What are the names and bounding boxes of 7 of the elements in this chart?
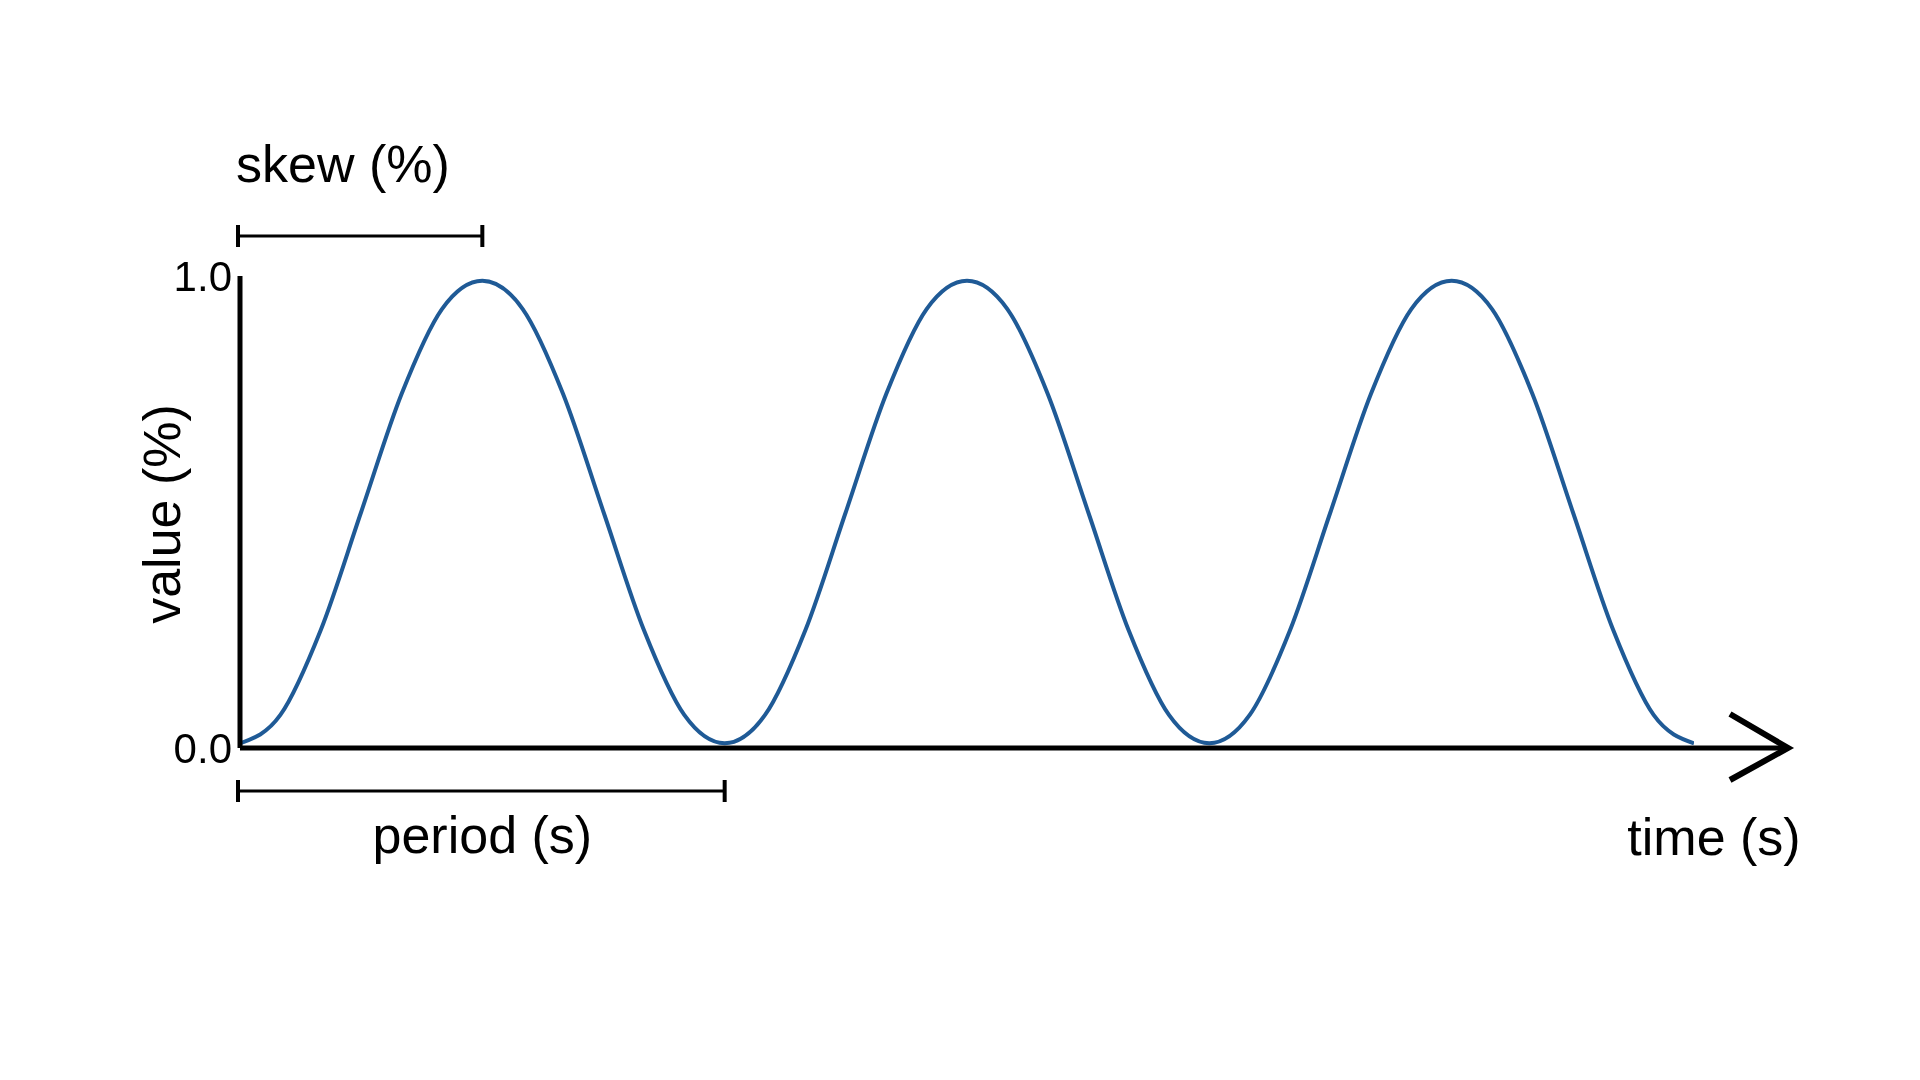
x-axis-title: time (s) (1627, 808, 1801, 866)
y-tick-label: 0.0 (173, 724, 232, 772)
text: skew (%) (236, 135, 450, 193)
y-axis-title: value (%) (133, 404, 191, 624)
line-series (240, 278, 1694, 746)
y-tick-label: 1.0 (173, 252, 232, 300)
text: period (s) (372, 806, 593, 864)
